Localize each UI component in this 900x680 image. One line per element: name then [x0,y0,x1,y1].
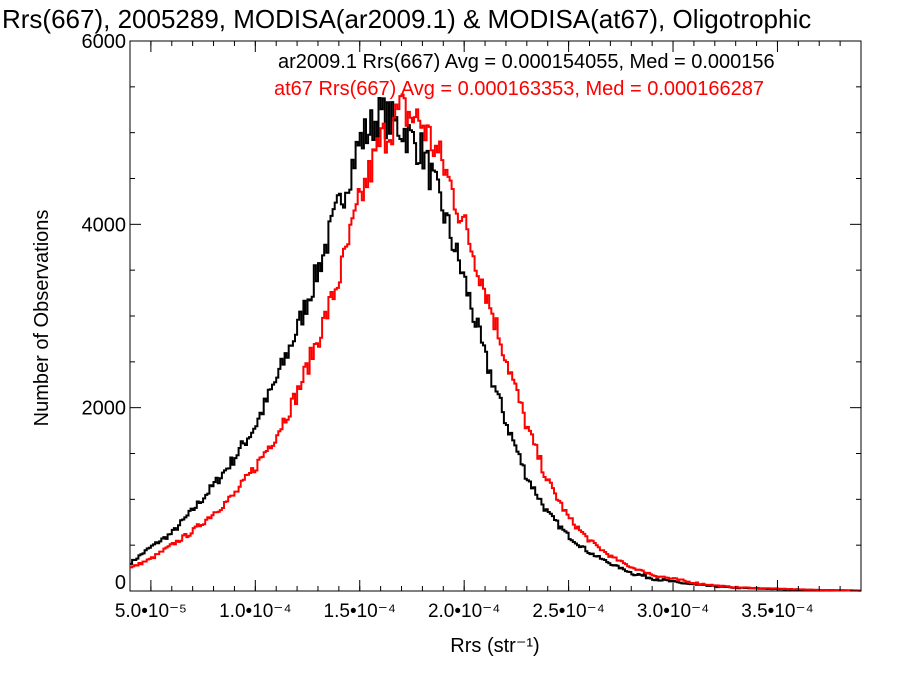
y-tick-label: 0 [115,572,126,594]
y-axis-label: Number of Observations [31,210,53,427]
series-at67-histogram [130,93,861,592]
x-tick-label: 3.5•10⁻⁴ [741,601,813,622]
x-tick-label: 2.0•10⁻⁴ [428,601,500,622]
plot-area [129,40,862,592]
axes-layer: 5.0•10⁻⁵ 1.0•10⁻⁴ 1.5•10⁻⁴ 2.0•10⁻⁴ 2.5•10⁻⁴… [82,31,862,622]
series-ar2009-1-histogram [130,97,861,592]
y-tick-label: 2000 [82,398,127,420]
legend-entry-at67: at67 Rrs(667) Avg = 0.000163353, Med = 0… [274,78,764,100]
y-tick-label: 6000 [82,31,127,53]
x-tick-label: 5.0•10⁻⁵ [115,601,187,622]
x-tick-label: 2.5•10⁻⁴ [532,601,604,622]
legend-entry-ar2009-1: ar2009.1 Rrs(667) Avg = 0.000154055, Med… [278,51,775,73]
x-tick-label: 1.0•10⁻⁴ [219,601,291,622]
x-tick-label: 1.5•10⁻⁴ [324,601,396,622]
x-axis-label: Rrs (str⁻¹) [450,635,539,657]
x-tick-label: 3.0•10⁻⁴ [637,601,709,622]
series-layer [130,93,861,592]
chart-title: Rrs(667), 2005289, MODISA(ar2009.1) & MO… [2,4,811,34]
y-tick-label: 4000 [82,214,127,236]
plot-frame [129,40,862,592]
